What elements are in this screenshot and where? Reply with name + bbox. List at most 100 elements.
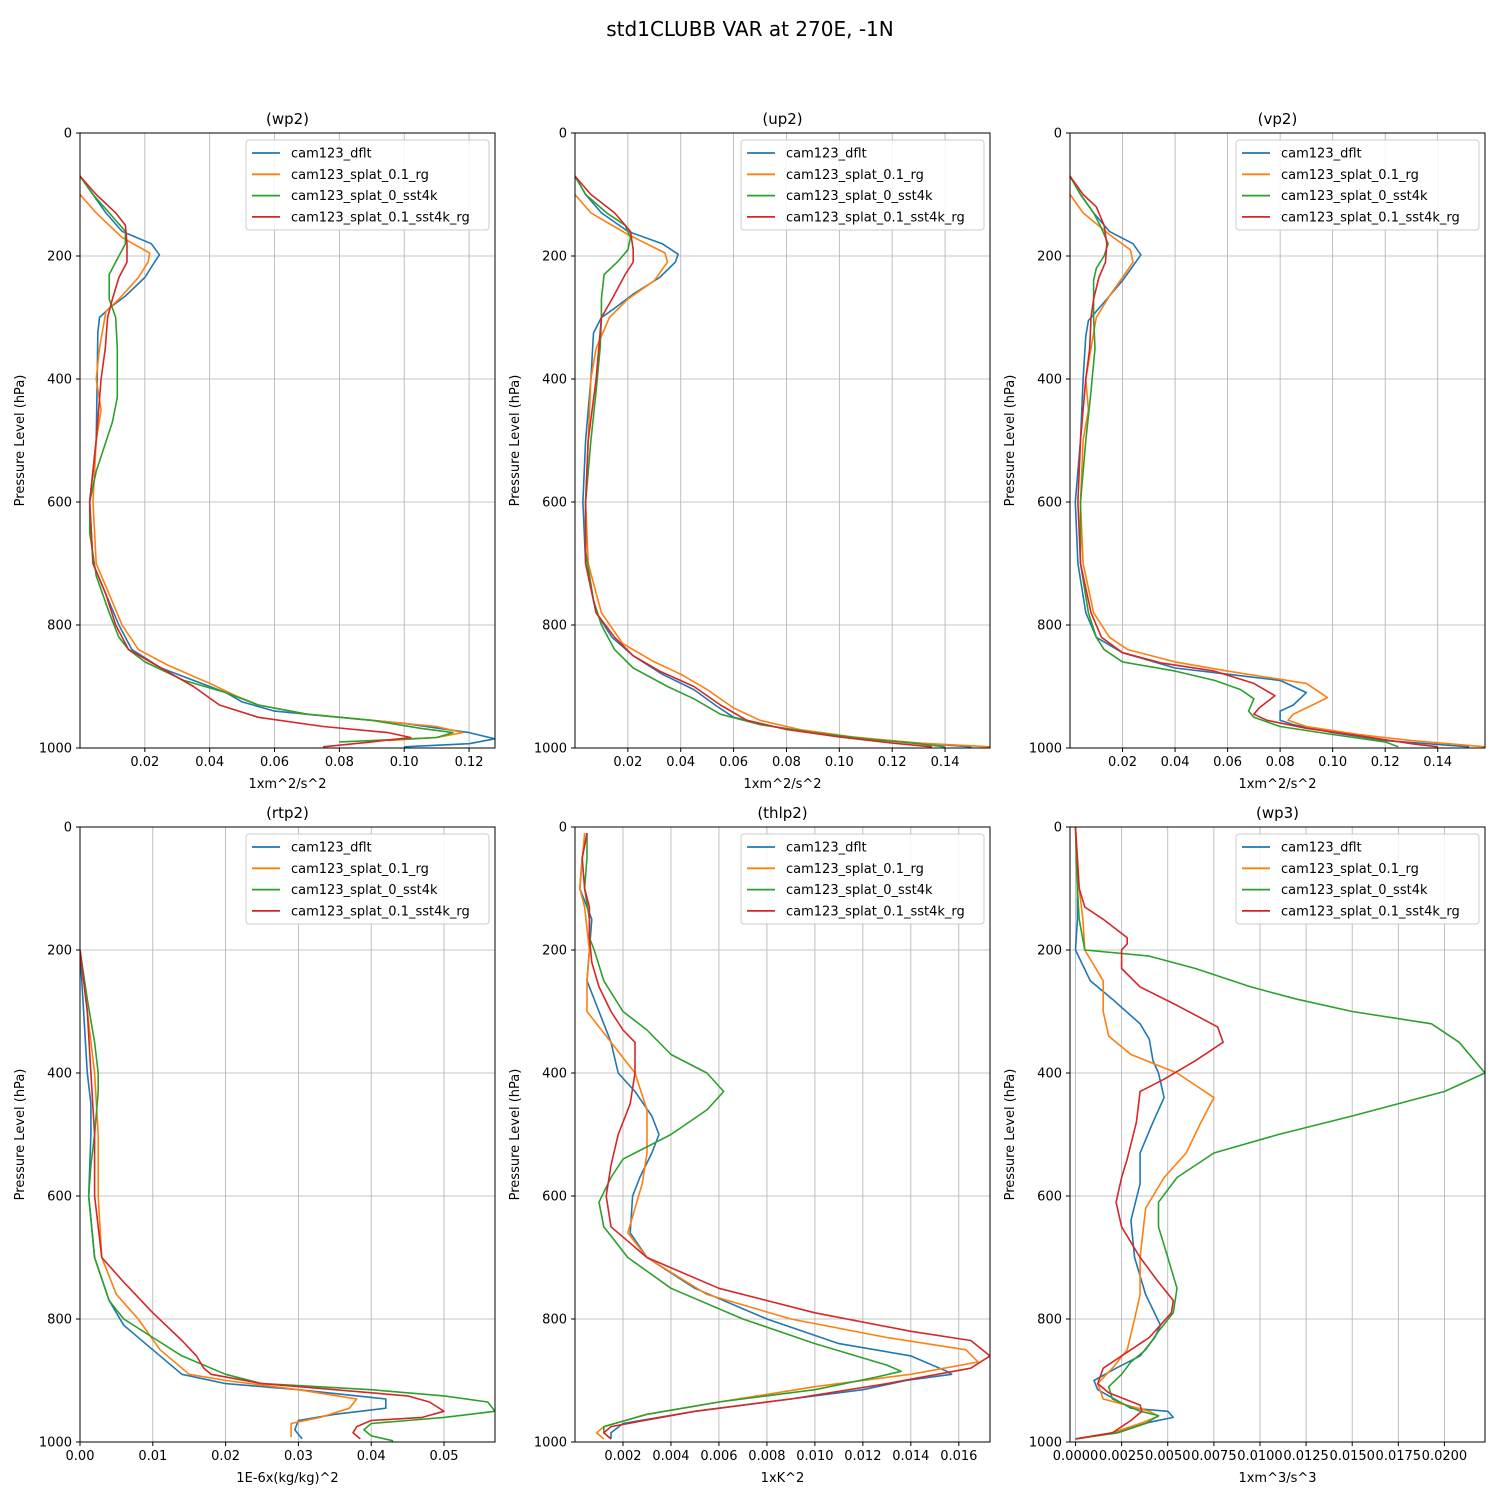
y-tick-label: 800 — [47, 619, 72, 634]
y-tick-label: 800 — [1037, 1313, 1062, 1328]
x-tick-label: 0.02 — [130, 755, 159, 770]
y-tick-label: 400 — [1037, 373, 1062, 388]
y-tick-label: 400 — [47, 373, 72, 388]
y-axis-label: Pressure Level (hPa) — [508, 1069, 523, 1201]
y-axis-label: Pressure Level (hPa) — [13, 375, 28, 507]
panel-title: (thlp2) — [757, 804, 807, 822]
legend-label: cam123_dflt — [291, 841, 372, 856]
legend-label: cam123_splat_0.1_sst4k_rg — [786, 210, 965, 225]
x-tick-label: 0.0125 — [1283, 1449, 1329, 1464]
x-tick-label: 0.02 — [211, 1449, 240, 1464]
axes-frame — [574, 826, 991, 1443]
legend: cam123_dflt cam123_splat_0.1_rg cam123_spl… — [1235, 139, 1480, 231]
series-line-3 — [80, 175, 412, 748]
x-axis-label: 1xm^2/s^2 — [743, 777, 821, 792]
legend-box — [1235, 833, 1480, 925]
x-tick-label: 0.10 — [825, 755, 854, 770]
y-tick-label: 600 — [1037, 1190, 1062, 1205]
series-line-3 — [1070, 175, 1438, 748]
panel-wp2: 0.02 0.04 0.06 0.08 0.10 0.12 0 200 400 600 800 100… — [13, 110, 496, 792]
legend-label: cam123_splat_0.1_sst4k_rg — [1281, 210, 1460, 225]
x-tick-label: 0.02 — [613, 755, 642, 770]
legend-label: cam123_dflt — [291, 147, 372, 162]
y-tick-label: 1000 — [39, 1436, 72, 1451]
x-tick-label: 0.10 — [1318, 755, 1347, 770]
legend-label: cam123_splat_0.1_sst4k_rg — [291, 904, 470, 919]
y-tick-label: 0 — [1054, 821, 1062, 836]
panel-title: (wp3) — [1256, 804, 1299, 822]
panel-title: (vp2) — [1258, 110, 1298, 128]
y-tick-label: 1000 — [1029, 1436, 1062, 1451]
legend-label: cam123_splat_0.1_rg — [291, 168, 429, 183]
y-tick-label: 1000 — [1029, 742, 1062, 757]
y-tick-label: 600 — [47, 496, 72, 511]
y-tick-label: 400 — [47, 1067, 72, 1082]
x-tick-label: 0.12 — [878, 755, 907, 770]
legend: cam123_dflt cam123_splat_0.1_rg cam123_spl… — [245, 139, 490, 231]
legend-label: cam123_splat_0.1_rg — [786, 862, 924, 877]
y-tick-label: 200 — [47, 250, 72, 265]
y-tick-label: 1000 — [39, 742, 72, 757]
legend-label: cam123_dflt — [1281, 147, 1362, 162]
y-tick-label: 0 — [559, 127, 567, 142]
legend-label: cam123_splat_0_sst4k — [786, 883, 933, 898]
x-tick-label: 0.06 — [260, 755, 289, 770]
x-tick-label: 0.12 — [455, 755, 484, 770]
legend-label: cam123_dflt — [786, 147, 867, 162]
legend: cam123_dflt cam123_splat_0.1_rg cam123_spl… — [740, 833, 985, 925]
x-axis-label: 1xm^2/s^2 — [248, 777, 326, 792]
x-tick-label: 0.05 — [430, 1449, 459, 1464]
x-axis-label: 1xK^2 — [761, 1471, 805, 1486]
y-tick-label: 0 — [64, 127, 72, 142]
y-tick-label: 200 — [542, 250, 567, 265]
y-tick-label: 0 — [64, 821, 72, 836]
x-tick-label: 0.0025 — [1099, 1449, 1145, 1464]
panel-title: (wp2) — [266, 110, 309, 128]
x-tick-label: 0.01 — [138, 1449, 167, 1464]
legend-label: cam123_splat_0.1_sst4k_rg — [291, 210, 470, 225]
series-line-2 — [80, 949, 495, 1442]
legend-label: cam123_splat_0_sst4k — [1281, 189, 1428, 204]
y-axis-label: Pressure Level (hPa) — [1003, 375, 1018, 507]
x-tick-label: 0.0000 — [1053, 1449, 1099, 1464]
legend: cam123_dflt cam123_splat_0.1_rg cam123_spl… — [740, 139, 985, 231]
series-line-3 — [80, 949, 445, 1440]
y-tick-label: 800 — [542, 1313, 567, 1328]
x-tick-label: 0.04 — [666, 755, 695, 770]
y-tick-label: 600 — [47, 1190, 72, 1205]
legend-label: cam123_splat_0.1_rg — [786, 168, 924, 183]
x-tick-label: 0.010 — [796, 1449, 833, 1464]
legend-box — [245, 833, 490, 925]
y-axis-label: Pressure Level (hPa) — [1003, 1069, 1018, 1201]
x-tick-label: 0.006 — [700, 1449, 737, 1464]
series-line-3 — [581, 832, 990, 1440]
legend: cam123_dflt cam123_splat_0.1_rg cam123_spl… — [245, 833, 490, 925]
series-line-3 — [1074, 827, 1224, 1440]
panel-rtp2: 0.00 0.01 0.02 0.03 0.04 0.05 0 200 400 600 800 100… — [13, 804, 496, 1486]
series-line-1 — [80, 949, 358, 1438]
panel-up2: 0.02 0.04 0.06 0.08 0.10 0.12 0.14 0 200 400 600 80… — [508, 110, 991, 792]
x-tick-label: 0.012 — [844, 1449, 881, 1464]
series-line-3 — [575, 175, 932, 748]
y-tick-label: 600 — [1037, 496, 1062, 511]
x-tick-label: 0.0200 — [1422, 1449, 1468, 1464]
axes-frame — [79, 132, 496, 749]
y-tick-label: 0 — [559, 821, 567, 836]
legend-label: cam123_dflt — [786, 841, 867, 856]
y-axis-label: Pressure Level (hPa) — [508, 375, 523, 507]
series-line-2 — [583, 833, 902, 1440]
x-tick-label: 0.0150 — [1329, 1449, 1375, 1464]
y-tick-label: 200 — [1037, 250, 1062, 265]
y-tick-label: 200 — [1037, 944, 1062, 959]
x-tick-label: 0.002 — [604, 1449, 641, 1464]
x-tick-label: 0.08 — [1266, 755, 1295, 770]
series-line-2 — [1074, 827, 1485, 1440]
x-tick-label: 0.04 — [1161, 755, 1190, 770]
legend-box — [1235, 139, 1480, 231]
x-tick-label: 0.0100 — [1237, 1449, 1283, 1464]
y-tick-label: 800 — [1037, 619, 1062, 634]
series-line-1 — [1070, 194, 1485, 748]
x-tick-label: 0.04 — [195, 755, 224, 770]
legend-label: cam123_splat_0.1_rg — [1281, 862, 1419, 877]
series-line-0 — [1070, 175, 1470, 748]
